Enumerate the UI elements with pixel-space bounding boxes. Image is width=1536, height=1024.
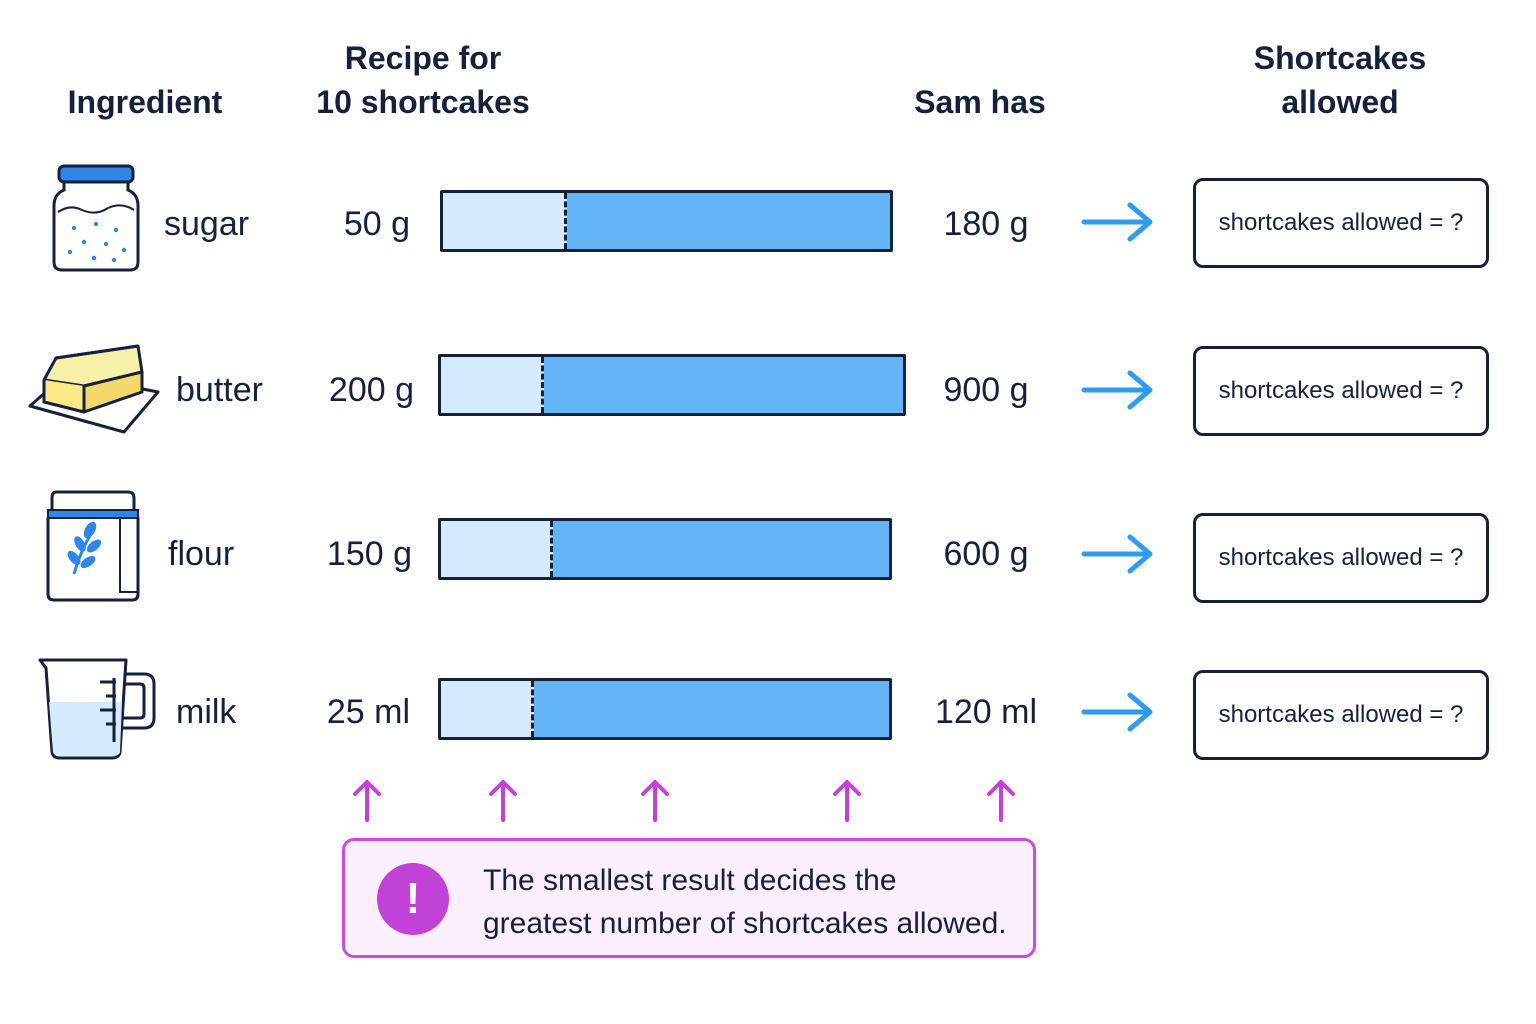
amount-bar xyxy=(438,354,906,416)
result-box[interactable]: shortcakes allowed = ? xyxy=(1193,346,1489,436)
amount-bar xyxy=(438,518,892,580)
butter-icon xyxy=(28,344,160,434)
right-arrow-icon xyxy=(1081,370,1153,410)
up-arrow-icon xyxy=(987,780,1015,822)
result-box[interactable]: shortcakes allowed = ? xyxy=(1193,513,1489,603)
result-box[interactable]: shortcakes allowed = ? xyxy=(1193,178,1489,268)
right-arrow-icon xyxy=(1081,534,1153,574)
flour-bag-icon xyxy=(46,490,140,602)
result-box[interactable]: shortcakes allowed = ? xyxy=(1193,670,1489,760)
recipe-amount: 50 g xyxy=(343,205,410,243)
recipe-portion xyxy=(441,681,535,737)
ingredient-row-butter: butter 200 g 900 g shortcakes allowed = … xyxy=(0,334,1536,444)
recipe-portion xyxy=(441,521,553,577)
ingredient-row-sugar: sugar 50 g 180 g shortcakes allowed = ? xyxy=(0,164,1536,278)
header-ingredient: Ingredient xyxy=(67,84,223,120)
have-amount: 600 g xyxy=(943,535,1029,573)
ingredient-name: sugar xyxy=(164,205,250,243)
have-amount: 900 g xyxy=(943,371,1029,409)
up-arrow-icon xyxy=(353,780,381,822)
note-text: The smallest result decides the greatest… xyxy=(483,864,1007,940)
up-arrow-icon xyxy=(641,780,669,822)
recipe-portion xyxy=(441,357,544,413)
sugar-jar-icon xyxy=(52,164,140,272)
have-amount: 180 g xyxy=(943,205,1029,243)
header-shortcakes-allowed: Shortcakes allowed xyxy=(1253,40,1427,120)
header-sam-has: Sam has xyxy=(914,84,1046,120)
recipe-portion xyxy=(443,193,568,249)
note-callout: ! The smallest result decides the greate… xyxy=(342,838,1036,958)
up-arrow-icon xyxy=(489,780,517,822)
up-arrow-icon xyxy=(833,780,861,822)
right-arrow-icon xyxy=(1081,692,1153,732)
have-amount: 120 ml xyxy=(934,693,1038,731)
ingredient-row-milk: milk 25 ml 120 ml shortcakes allowed = ? xyxy=(0,656,1536,766)
recipe-amount: 150 g xyxy=(326,535,412,573)
ingredient-row-flour: flour 150 g 600 g shortcakes allowed = ? xyxy=(0,490,1536,610)
amount-bar xyxy=(440,190,893,252)
recipe-amount: 200 g xyxy=(328,371,414,409)
exclamation-icon: ! xyxy=(377,863,449,935)
amount-bar xyxy=(438,678,892,740)
recipe-amount: 25 ml xyxy=(326,693,410,731)
header-recipe: Recipe for 10 shortcakes xyxy=(316,40,530,120)
ingredient-name: flour xyxy=(168,535,235,573)
measuring-jug-icon xyxy=(38,658,156,760)
ingredient-name: milk xyxy=(176,693,237,731)
ingredient-name: butter xyxy=(176,371,263,409)
right-arrow-icon xyxy=(1081,202,1153,242)
